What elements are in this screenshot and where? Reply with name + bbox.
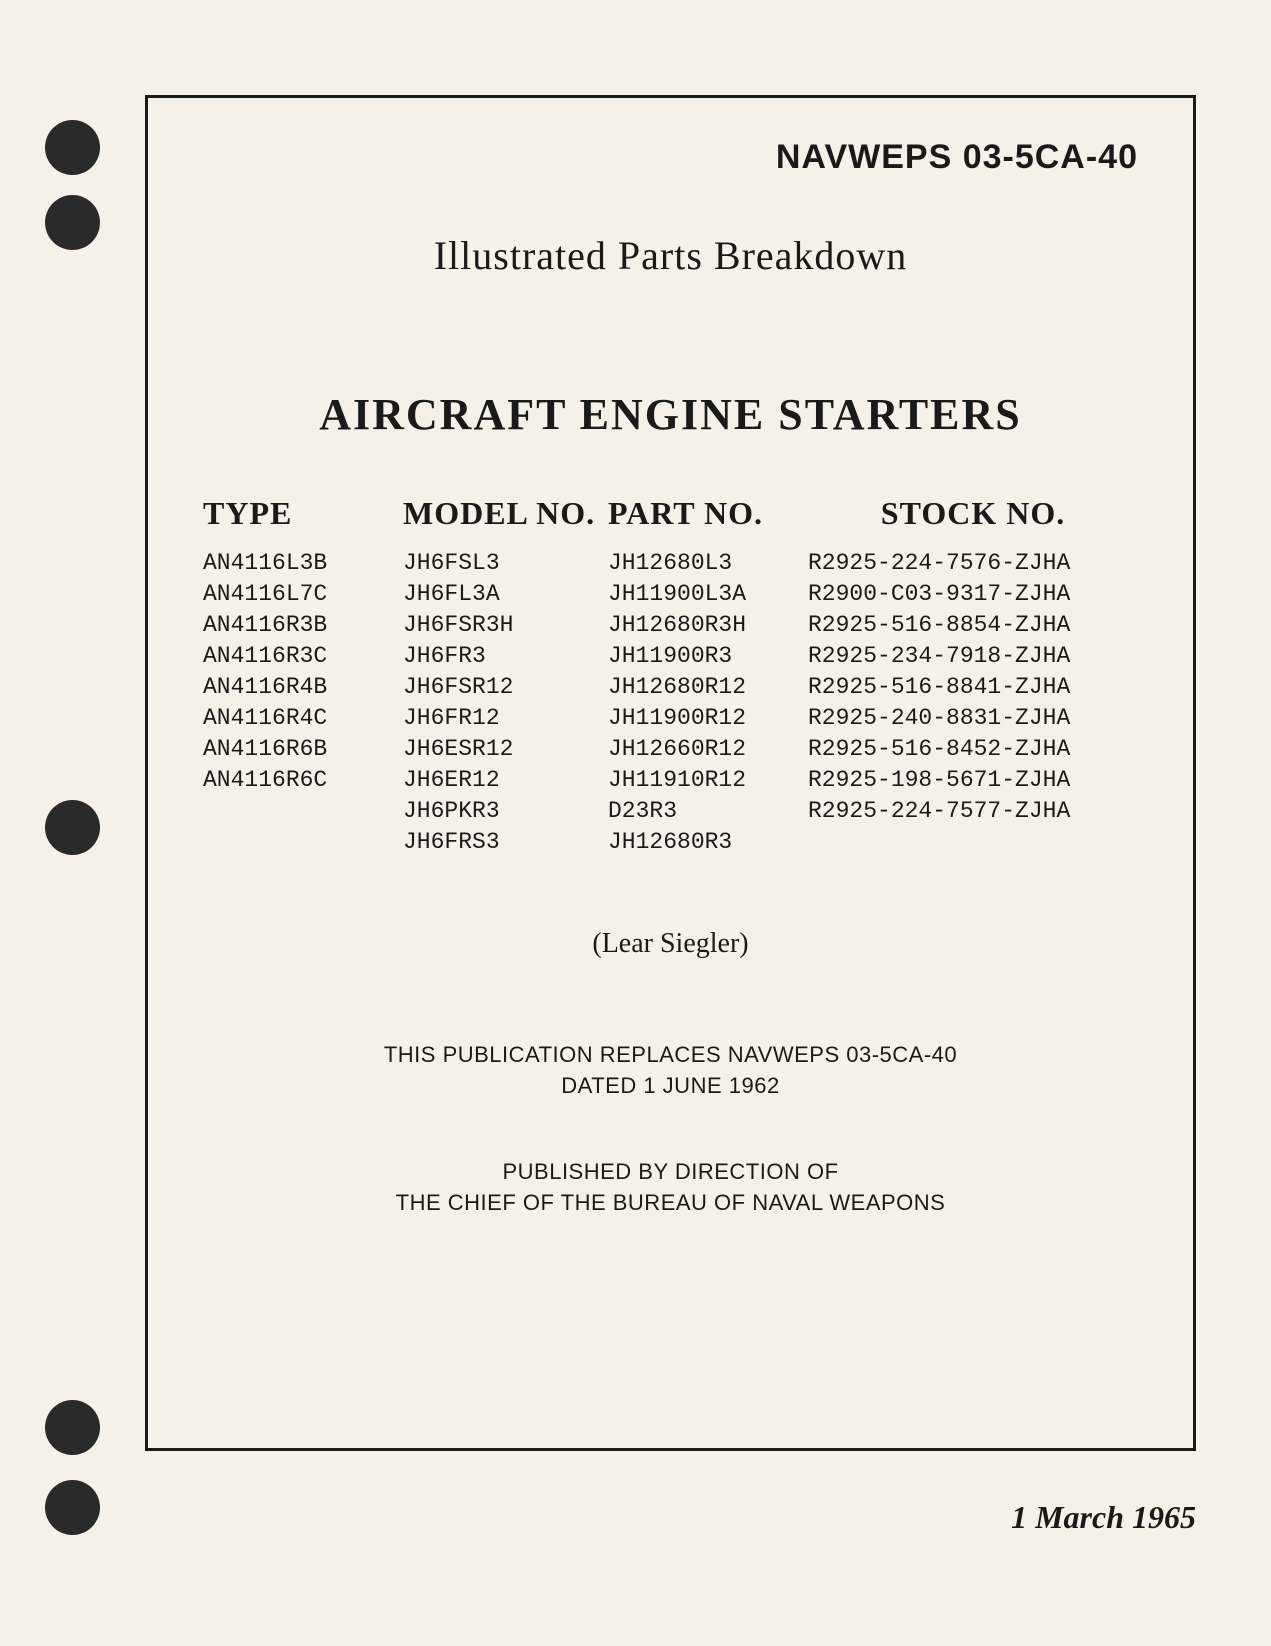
model-cell: JH6FR3 (403, 641, 608, 672)
document-frame: NAVWEPS 03-5CA-40 Illustrated Parts Brea… (145, 95, 1196, 1451)
document-subtitle: Illustrated Parts Breakdown (203, 232, 1138, 279)
type-cell: AN4116L7C (203, 579, 403, 610)
binder-hole (45, 195, 100, 250)
column-stock: STOCK NO. R2925-224-7576-ZJHA R2900-C03-… (808, 495, 1138, 858)
stock-cell: R2925-516-8854-ZJHA (808, 610, 1138, 641)
type-cell: AN4116R3C (203, 641, 403, 672)
model-cell: JH6PKR3 (403, 796, 608, 827)
part-cell: JH11910R12 (608, 765, 808, 796)
part-cell: JH11900L3A (608, 579, 808, 610)
part-cell: D23R3 (608, 796, 808, 827)
type-cell: AN4116R4B (203, 672, 403, 703)
type-cell: AN4116R3B (203, 610, 403, 641)
stock-cell: R2900-C03-9317-ZJHA (808, 579, 1138, 610)
document-number: NAVWEPS 03-5CA-40 (203, 138, 1138, 177)
type-cell: AN4116R4C (203, 703, 403, 734)
type-cell: AN4116R6B (203, 734, 403, 765)
published-line: PUBLISHED BY DIRECTION OF (203, 1157, 1138, 1188)
type-cell: AN4116L3B (203, 548, 403, 579)
replaces-line: THIS PUBLICATION REPLACES NAVWEPS 03-5CA… (203, 1040, 1138, 1071)
binder-hole (45, 120, 100, 175)
part-cell: JH12680R3H (608, 610, 808, 641)
model-cell: JH6FL3A (403, 579, 608, 610)
stock-cell: R2925-516-8841-ZJHA (808, 672, 1138, 703)
data-grid: TYPE AN4116L3B AN4116L7C AN4116R3B AN411… (203, 495, 1138, 858)
model-cell: JH6FR12 (403, 703, 608, 734)
model-cell: JH6ER12 (403, 765, 608, 796)
stock-cell: R2925-234-7918-ZJHA (808, 641, 1138, 672)
header-stock: STOCK NO. (808, 495, 1138, 532)
replaces-notice: THIS PUBLICATION REPLACES NAVWEPS 03-5CA… (203, 1040, 1138, 1102)
model-cell: JH6FRS3 (403, 827, 608, 858)
column-model: MODEL NO. JH6FSL3 JH6FL3A JH6FSR3H JH6FR… (403, 495, 608, 858)
header-model: MODEL NO. (403, 495, 608, 532)
publication-date: 1 March 1965 (1011, 1499, 1196, 1536)
document-title: AIRCRAFT ENGINE STARTERS (203, 389, 1138, 440)
stock-cell: R2925-516-8452-ZJHA (808, 734, 1138, 765)
manufacturer-name: (Lear Siegler) (203, 928, 1138, 960)
part-cell: JH11900R3 (608, 641, 808, 672)
stock-cell: R2925-224-7576-ZJHA (808, 548, 1138, 579)
stock-cell: R2925-240-8831-ZJHA (808, 703, 1138, 734)
column-part: PART NO. JH12680L3 JH11900L3A JH12680R3H… (608, 495, 808, 858)
part-cell: JH12680L3 (608, 548, 808, 579)
column-type: TYPE AN4116L3B AN4116L7C AN4116R3B AN411… (203, 495, 403, 858)
published-line: THE CHIEF OF THE BUREAU OF NAVAL WEAPONS (203, 1188, 1138, 1219)
binder-hole (45, 800, 100, 855)
replaces-line: DATED 1 JUNE 1962 (203, 1071, 1138, 1102)
model-cell: JH6FSR12 (403, 672, 608, 703)
part-cell: JH11900R12 (608, 703, 808, 734)
model-cell: JH6FSR3H (403, 610, 608, 641)
part-cell: JH12680R12 (608, 672, 808, 703)
published-notice: PUBLISHED BY DIRECTION OF THE CHIEF OF T… (203, 1157, 1138, 1219)
header-type: TYPE (203, 495, 403, 532)
model-cell: JH6ESR12 (403, 734, 608, 765)
type-cell: AN4116R6C (203, 765, 403, 796)
binder-hole (45, 1400, 100, 1455)
part-cell: JH12660R12 (608, 734, 808, 765)
stock-cell: R2925-198-5671-ZJHA (808, 765, 1138, 796)
binder-hole (45, 1480, 100, 1535)
part-cell: JH12680R3 (608, 827, 808, 858)
model-cell: JH6FSL3 (403, 548, 608, 579)
stock-cell: R2925-224-7577-ZJHA (808, 796, 1138, 827)
header-part: PART NO. (608, 495, 808, 532)
